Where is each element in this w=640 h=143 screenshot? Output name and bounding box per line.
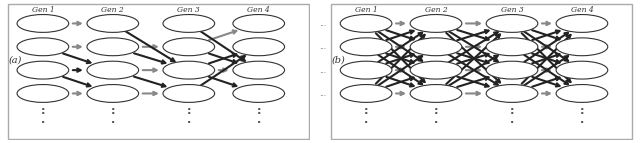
Text: .: . — [111, 115, 115, 125]
Ellipse shape — [340, 61, 392, 79]
Text: .: . — [364, 115, 368, 125]
Ellipse shape — [556, 15, 608, 32]
Text: :: : — [186, 106, 191, 116]
Text: Gen 1: Gen 1 — [31, 6, 54, 14]
Ellipse shape — [163, 85, 214, 102]
Text: ...: ... — [319, 19, 326, 28]
Text: :: : — [580, 106, 584, 116]
Text: .: . — [257, 115, 261, 125]
Text: :: : — [111, 106, 115, 116]
Ellipse shape — [233, 85, 285, 102]
Text: (a): (a) — [9, 56, 22, 65]
Ellipse shape — [556, 61, 608, 79]
Ellipse shape — [410, 15, 462, 32]
Text: ...: ... — [319, 89, 326, 98]
Ellipse shape — [87, 38, 139, 56]
Text: ...: ... — [319, 42, 326, 51]
Text: .: . — [187, 115, 191, 125]
Ellipse shape — [87, 85, 139, 102]
Text: .: . — [434, 115, 438, 125]
Text: Gen 3: Gen 3 — [500, 6, 524, 14]
Ellipse shape — [233, 61, 285, 79]
Text: ...: ... — [319, 66, 326, 75]
Text: Gen 4: Gen 4 — [570, 6, 593, 14]
Ellipse shape — [163, 61, 214, 79]
Text: .: . — [580, 115, 584, 125]
Ellipse shape — [233, 15, 285, 32]
Ellipse shape — [486, 38, 538, 56]
Ellipse shape — [17, 85, 68, 102]
Text: Gen 1: Gen 1 — [355, 6, 378, 14]
Ellipse shape — [486, 85, 538, 102]
Text: :: : — [40, 106, 45, 116]
Text: Gen 2: Gen 2 — [101, 6, 124, 14]
Ellipse shape — [17, 61, 68, 79]
Text: .: . — [41, 115, 45, 125]
Ellipse shape — [233, 38, 285, 56]
Text: :: : — [509, 106, 515, 116]
Ellipse shape — [556, 38, 608, 56]
Ellipse shape — [340, 38, 392, 56]
Ellipse shape — [410, 85, 462, 102]
Ellipse shape — [163, 15, 214, 32]
Ellipse shape — [87, 61, 139, 79]
Ellipse shape — [410, 61, 462, 79]
Text: Gen 3: Gen 3 — [177, 6, 200, 14]
Text: (b): (b) — [332, 56, 346, 65]
Ellipse shape — [17, 38, 68, 56]
Ellipse shape — [87, 15, 139, 32]
Text: Gen 4: Gen 4 — [247, 6, 270, 14]
Text: :: : — [434, 106, 438, 116]
Ellipse shape — [486, 61, 538, 79]
Ellipse shape — [486, 15, 538, 32]
Text: .: . — [510, 115, 514, 125]
Ellipse shape — [340, 85, 392, 102]
Ellipse shape — [340, 15, 392, 32]
Ellipse shape — [17, 15, 68, 32]
Ellipse shape — [410, 38, 462, 56]
Text: :: : — [364, 106, 369, 116]
Ellipse shape — [556, 85, 608, 102]
Text: Gen 2: Gen 2 — [424, 6, 447, 14]
Text: :: : — [257, 106, 261, 116]
Ellipse shape — [163, 38, 214, 56]
